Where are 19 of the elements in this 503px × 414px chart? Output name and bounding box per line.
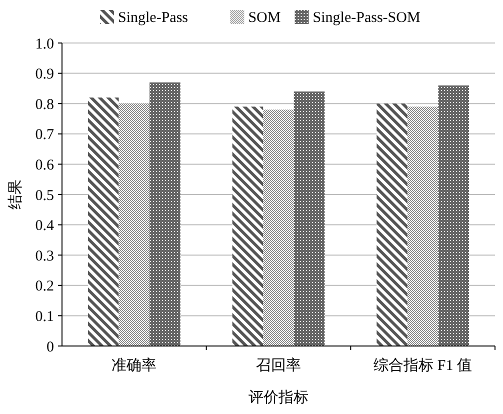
legend-label: Single-Pass-SOM [312,10,420,26]
y-tick-label: 0.1 [35,308,54,325]
legend-label: SOM [248,10,281,26]
y-axis-title: 结果 [7,180,24,210]
y-tick-label: 0.6 [35,157,54,174]
y-tick-label: 0.5 [35,188,54,204]
y-tick-label: 0 [46,339,54,356]
x-tick-label: 召回率 [256,357,301,374]
y-tick-label: 0.8 [35,96,54,113]
x-tick-label: 综合指标 F1 值 [374,357,472,374]
y-tick-label: 0.2 [35,278,54,295]
x-axis-title: 评价指标 [248,389,308,406]
y-tick-label: 0.9 [35,66,54,83]
y-tick-label: 0.4 [35,218,54,234]
legend-label: Single-Pass [118,10,188,26]
y-tick-label: 0.7 [35,127,54,144]
x-tick-label: 准确率 [112,357,157,374]
y-tick-label: 0.3 [35,248,54,264]
y-tick-label: 1.0 [35,36,54,52]
